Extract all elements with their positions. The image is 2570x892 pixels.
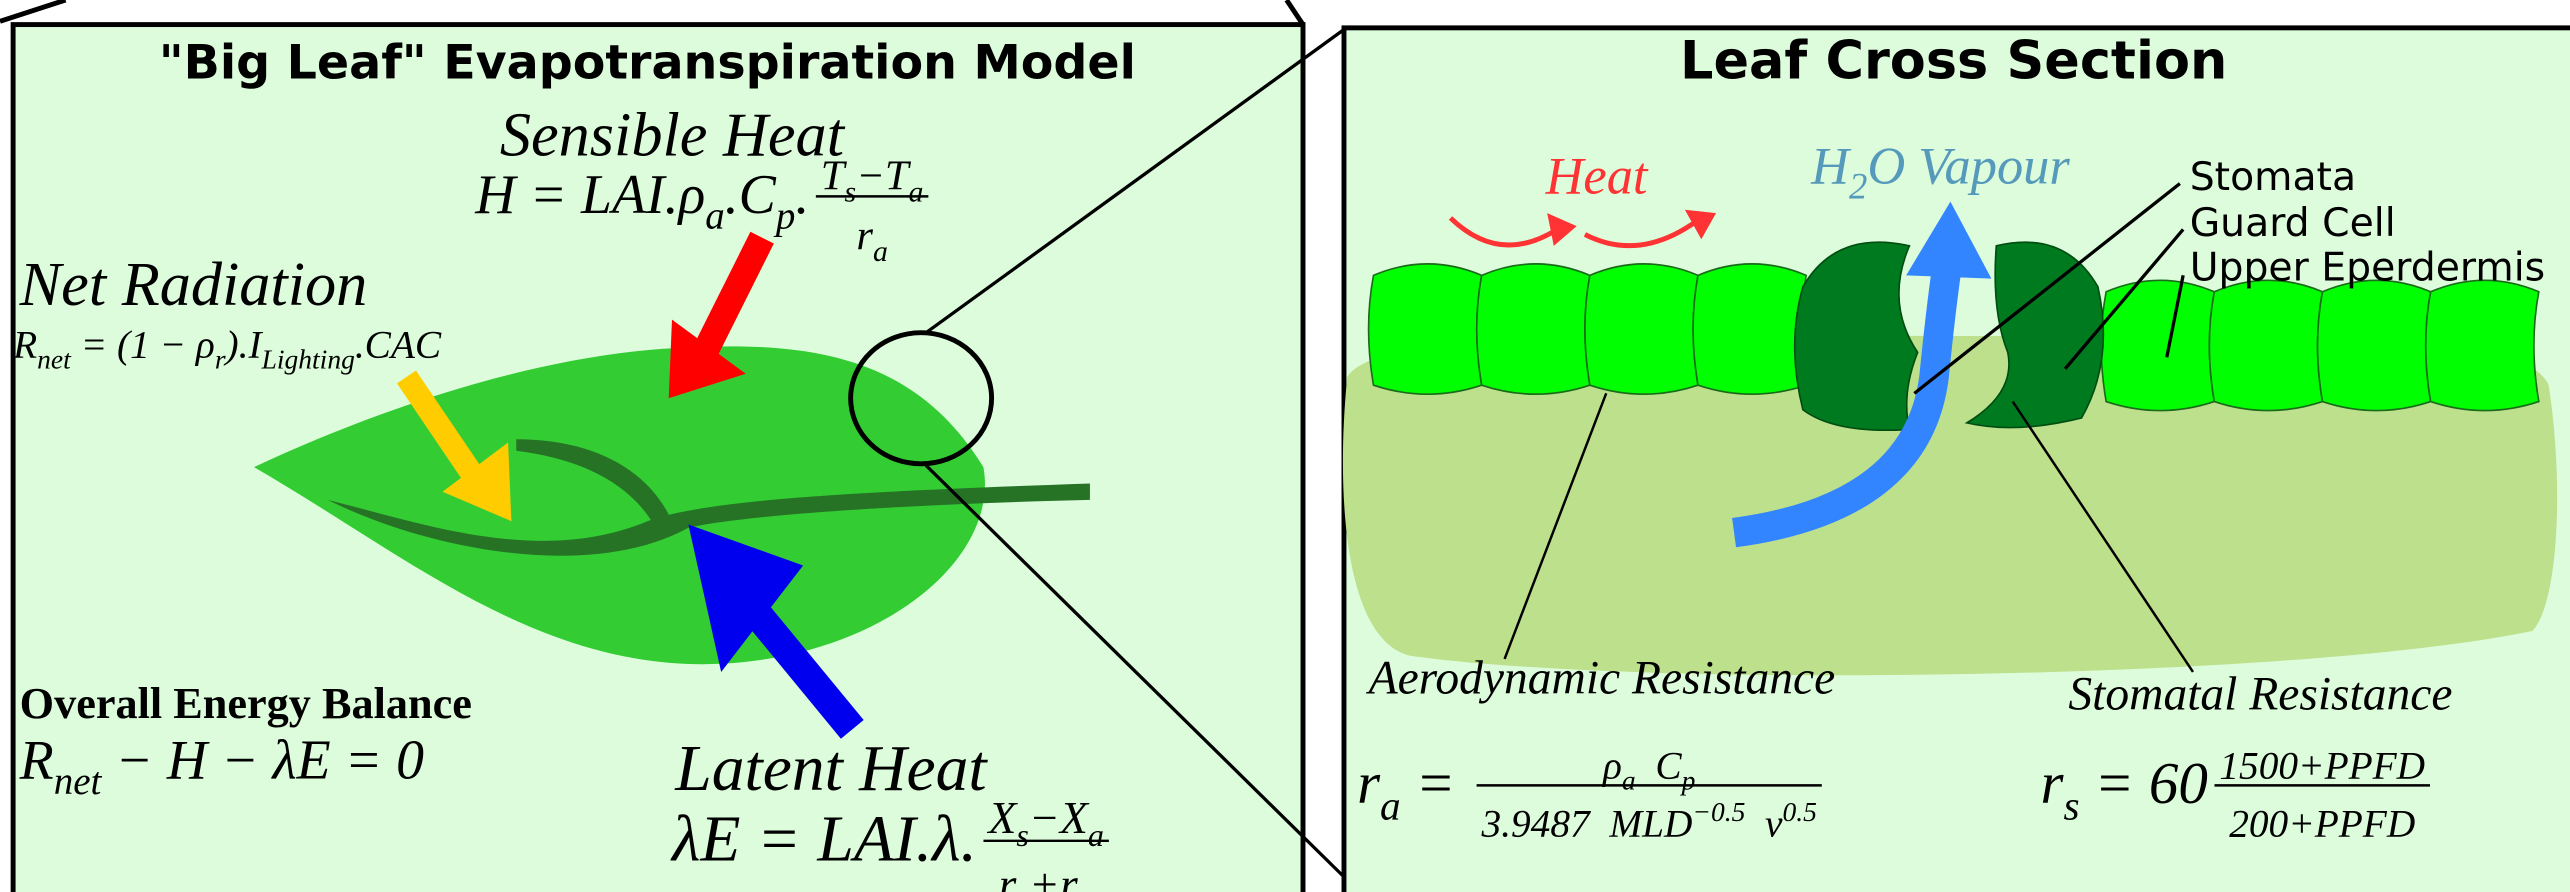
math-part: a bbox=[1088, 817, 1104, 853]
epidermis-cell bbox=[2426, 280, 2539, 410]
math-part: H bbox=[1810, 138, 1852, 196]
epidermis-cell bbox=[1477, 264, 1590, 394]
math-part: O Vapour bbox=[1867, 138, 2070, 196]
math-part: r bbox=[856, 212, 873, 259]
math-part: 2 bbox=[1849, 165, 1867, 206]
math-part: a bbox=[705, 195, 724, 238]
label: Stomatal Resistance bbox=[2068, 669, 2452, 721]
math-part: s bbox=[844, 176, 856, 209]
scaled-layer: "Big Leaf" Evapotranspiration Model Sens… bbox=[0, 0, 2570, 892]
panel-title: Leaf Cross Section bbox=[1680, 31, 2227, 92]
epidermis-cell bbox=[2101, 280, 2214, 410]
math-part: = (1 − ρ bbox=[71, 322, 215, 366]
epidermis-cell bbox=[1369, 264, 1482, 394]
math-part: C bbox=[1636, 743, 1683, 787]
math-part: net bbox=[37, 343, 72, 374]
math-part: r bbox=[2041, 750, 2065, 816]
math-part: net bbox=[54, 760, 103, 803]
label: Stomata bbox=[2190, 154, 2356, 200]
label: Heat bbox=[1545, 147, 1649, 205]
math-part: X bbox=[986, 792, 1018, 843]
numerator: 1500+PPFD bbox=[2219, 743, 2425, 787]
label: Upper Eperdermis bbox=[2190, 244, 2545, 290]
math-part: +r bbox=[1029, 858, 1078, 892]
math-part: = bbox=[1401, 750, 1470, 816]
math-part: 3.9487 MLD bbox=[1481, 802, 1693, 846]
math-part: Lighting bbox=[261, 343, 355, 374]
math-part: s bbox=[2064, 783, 2080, 829]
math-part: − H − λE = 0 bbox=[101, 730, 424, 792]
denominator: 3.9487 MLD−0.5 v0.5 bbox=[1481, 796, 1817, 846]
math-part: −X bbox=[1029, 792, 1090, 843]
diagram: "Big Leaf" Evapotranspiration Model Sens… bbox=[0, 0, 2570, 892]
denominator: 200+PPFD bbox=[2229, 802, 2415, 846]
label: Guard Cell bbox=[2190, 200, 2396, 246]
math-part: 0.5 bbox=[1782, 796, 1816, 827]
label: Sensible Heat bbox=[500, 102, 846, 170]
math-part: R bbox=[19, 730, 54, 792]
math-part: 1500+PPFD bbox=[2219, 743, 2425, 787]
equation: λE = LAI.λ. bbox=[670, 803, 977, 875]
math-part: a bbox=[1622, 764, 1636, 795]
math-part: 200+PPFD bbox=[2229, 802, 2415, 846]
math-part: .C bbox=[725, 164, 777, 226]
math-part: r bbox=[999, 858, 1017, 892]
label: Net Radiation bbox=[19, 251, 368, 319]
math-part: R bbox=[12, 322, 37, 366]
label: Overall Energy Balance bbox=[20, 679, 472, 728]
math-part: v bbox=[1745, 802, 1783, 846]
epidermis-cell bbox=[1585, 264, 1698, 394]
math-part: −T bbox=[856, 153, 912, 200]
epidermis-cell bbox=[2209, 280, 2322, 410]
math-part: s bbox=[1016, 883, 1029, 892]
math-part: r bbox=[215, 343, 226, 374]
math-part: p bbox=[1680, 764, 1696, 795]
math-part: ).I bbox=[224, 322, 264, 366]
math-part: −0.5 bbox=[1692, 796, 1745, 827]
math-part: H = LAI.ρ bbox=[474, 164, 705, 226]
math-part: a bbox=[1078, 883, 1094, 892]
label: Latent Heat bbox=[674, 733, 988, 805]
math-part: r bbox=[1357, 750, 1381, 816]
math-part: λE = LAI.λ. bbox=[670, 803, 977, 875]
math-part: .CAC bbox=[355, 322, 442, 366]
math-part: a bbox=[873, 235, 888, 268]
math-part: a bbox=[1380, 783, 1401, 829]
math-part: p bbox=[773, 195, 796, 238]
math-part: = 60 bbox=[2080, 750, 2208, 816]
math-part: . bbox=[795, 164, 809, 226]
math-part: s bbox=[1016, 817, 1029, 853]
math-part: a bbox=[909, 176, 924, 209]
epidermis-cell bbox=[2318, 280, 2431, 410]
epidermis-cell bbox=[1693, 264, 1806, 394]
panel-title: "Big Leaf" Evapotranspiration Model bbox=[159, 36, 1136, 91]
page: {"left": { "title": "\"Big Leaf\" Evapot… bbox=[0, 0, 2570, 892]
label: Aerodynamic Resistance bbox=[1366, 652, 1836, 704]
math-part: ρ bbox=[1602, 743, 1622, 787]
